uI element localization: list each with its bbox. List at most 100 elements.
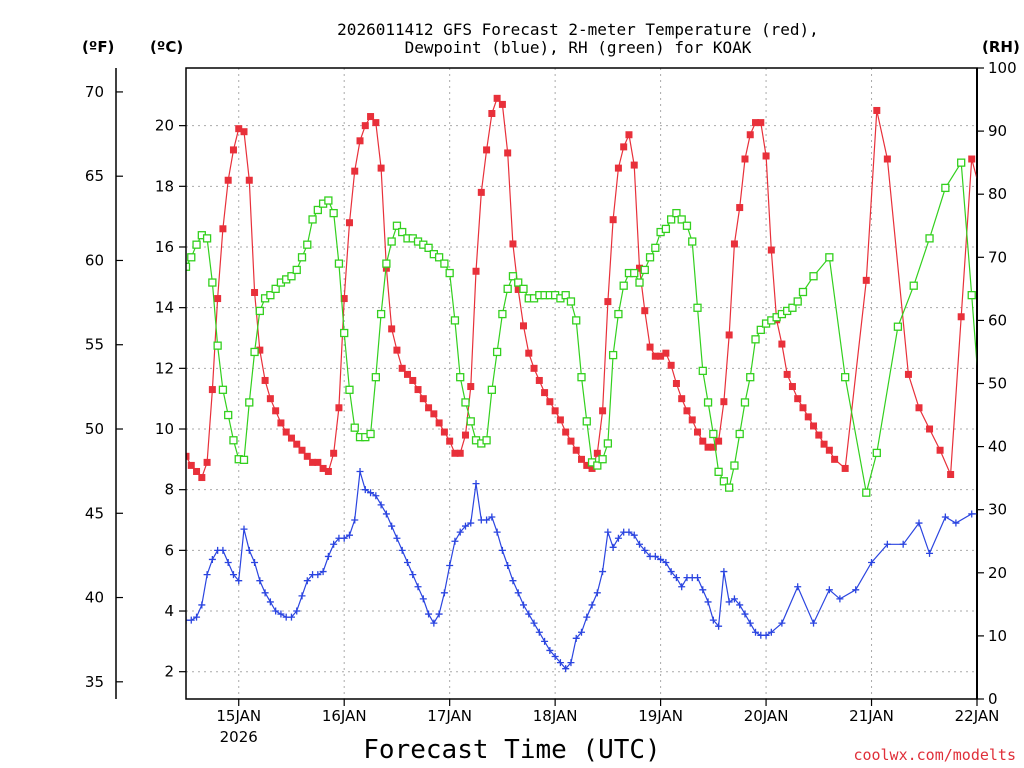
rh-point (392, 221, 402, 230)
dewpoint-point (219, 546, 227, 554)
rh-point (666, 215, 676, 224)
rh-tick-label: 40 (988, 438, 1007, 456)
dewpoint-point (1010, 507, 1017, 514)
temperature-point (186, 452, 190, 460)
temperature-point (314, 458, 322, 466)
temperature-point (208, 386, 216, 394)
rh-point (303, 240, 312, 249)
dewpoint-point (593, 589, 601, 597)
rh-tick-label: 90 (988, 122, 1007, 140)
rh-point (979, 430, 986, 437)
temperature-point (979, 195, 986, 202)
rh-tick-label: 0 (988, 690, 998, 708)
rh-point (593, 461, 602, 470)
credit-link[interactable]: coolwx.com/modelts (853, 746, 1016, 764)
dewpoint-point (345, 531, 353, 539)
gridlines (186, 68, 977, 699)
temperature-point (367, 113, 375, 121)
temperature-point (783, 370, 791, 378)
rh-point (640, 265, 649, 275)
dewpoint-point (704, 598, 712, 606)
dewpoint-point (467, 519, 475, 527)
temperature-point (709, 443, 717, 451)
rh-point (1005, 292, 1012, 299)
rh-point (297, 253, 307, 262)
temperature-point (694, 428, 702, 436)
x-tick-label: 18JAN (533, 707, 578, 725)
c-tick-label: 2 (164, 663, 174, 681)
dewpoint-point (651, 552, 659, 560)
rh-point (376, 309, 386, 319)
temperature-point (324, 467, 332, 475)
temperature-point (720, 398, 728, 406)
rh-point (725, 483, 734, 492)
dewpoint-point (361, 486, 369, 494)
temperature-point (446, 437, 454, 445)
temperature-point (704, 443, 712, 451)
rh-point (688, 237, 697, 246)
rh-point (703, 398, 713, 407)
temperature-point (345, 219, 353, 227)
rh-point (672, 208, 681, 218)
temperature-point (530, 364, 538, 372)
rh-point (561, 291, 570, 300)
temperature-point (240, 128, 248, 136)
dewpoint-point (979, 510, 986, 517)
temperature-point (646, 343, 654, 351)
rh-point (740, 398, 750, 407)
temperature-point (614, 164, 622, 172)
dewpoint-point (599, 568, 607, 576)
dewpoint-point (625, 528, 633, 536)
dewpoint-point (435, 610, 443, 618)
rh-tick-label: 70 (988, 248, 1007, 266)
dewpoint-point (509, 577, 517, 585)
temperature-point (752, 119, 760, 127)
temperature-point (319, 464, 327, 472)
temperature-point (356, 137, 364, 145)
f-tick-label: 65 (85, 167, 104, 185)
c-tick-label: 8 (164, 481, 174, 499)
dewpoint-point (614, 534, 622, 542)
temperature-point (535, 376, 543, 384)
temperature-point (351, 167, 359, 175)
temperature-point (904, 370, 912, 378)
rh-point (967, 291, 976, 300)
dewpoint-point (752, 628, 760, 636)
dewpoint-point (836, 595, 844, 603)
rh-point (746, 373, 755, 382)
dewpoint-point (883, 540, 891, 548)
rh-point (192, 240, 201, 249)
rh-point (508, 272, 518, 281)
temperature-point (620, 143, 628, 151)
rh-point (693, 303, 702, 312)
dewpoint-point (767, 628, 775, 636)
temperature-point (203, 458, 211, 466)
dewpoint-point (187, 616, 195, 624)
chart-title-line1: 2026011412 GFS Forecast 2-meter Temperat… (337, 20, 819, 39)
rh-point (572, 316, 581, 325)
dewpoint-point (235, 577, 243, 585)
c-tick-label: 20 (155, 117, 174, 135)
temperature-point (229, 146, 237, 154)
f-tick-label: 35 (85, 673, 104, 691)
rh-point (308, 215, 317, 224)
dewpoint-point (926, 549, 934, 557)
rh-point (450, 316, 460, 325)
dewpoint-point (504, 562, 512, 570)
dewpoint-point (472, 480, 480, 488)
dewpoint-point (287, 613, 295, 621)
temperature-point (287, 434, 295, 442)
temperature-point (788, 383, 796, 391)
dewpoint-point (746, 619, 754, 627)
rh-point (608, 350, 618, 360)
rh-point (487, 385, 497, 394)
x-tick-label: 19JAN (638, 707, 683, 725)
temperature-point (541, 389, 549, 397)
temperature-point (488, 110, 496, 118)
rh-point (798, 287, 808, 297)
rh-point (187, 253, 196, 262)
x-tick-label: 22JAN (955, 707, 1000, 725)
temperature-point (873, 106, 881, 114)
rh-point (825, 253, 834, 262)
dewpoint-point (488, 513, 496, 521)
